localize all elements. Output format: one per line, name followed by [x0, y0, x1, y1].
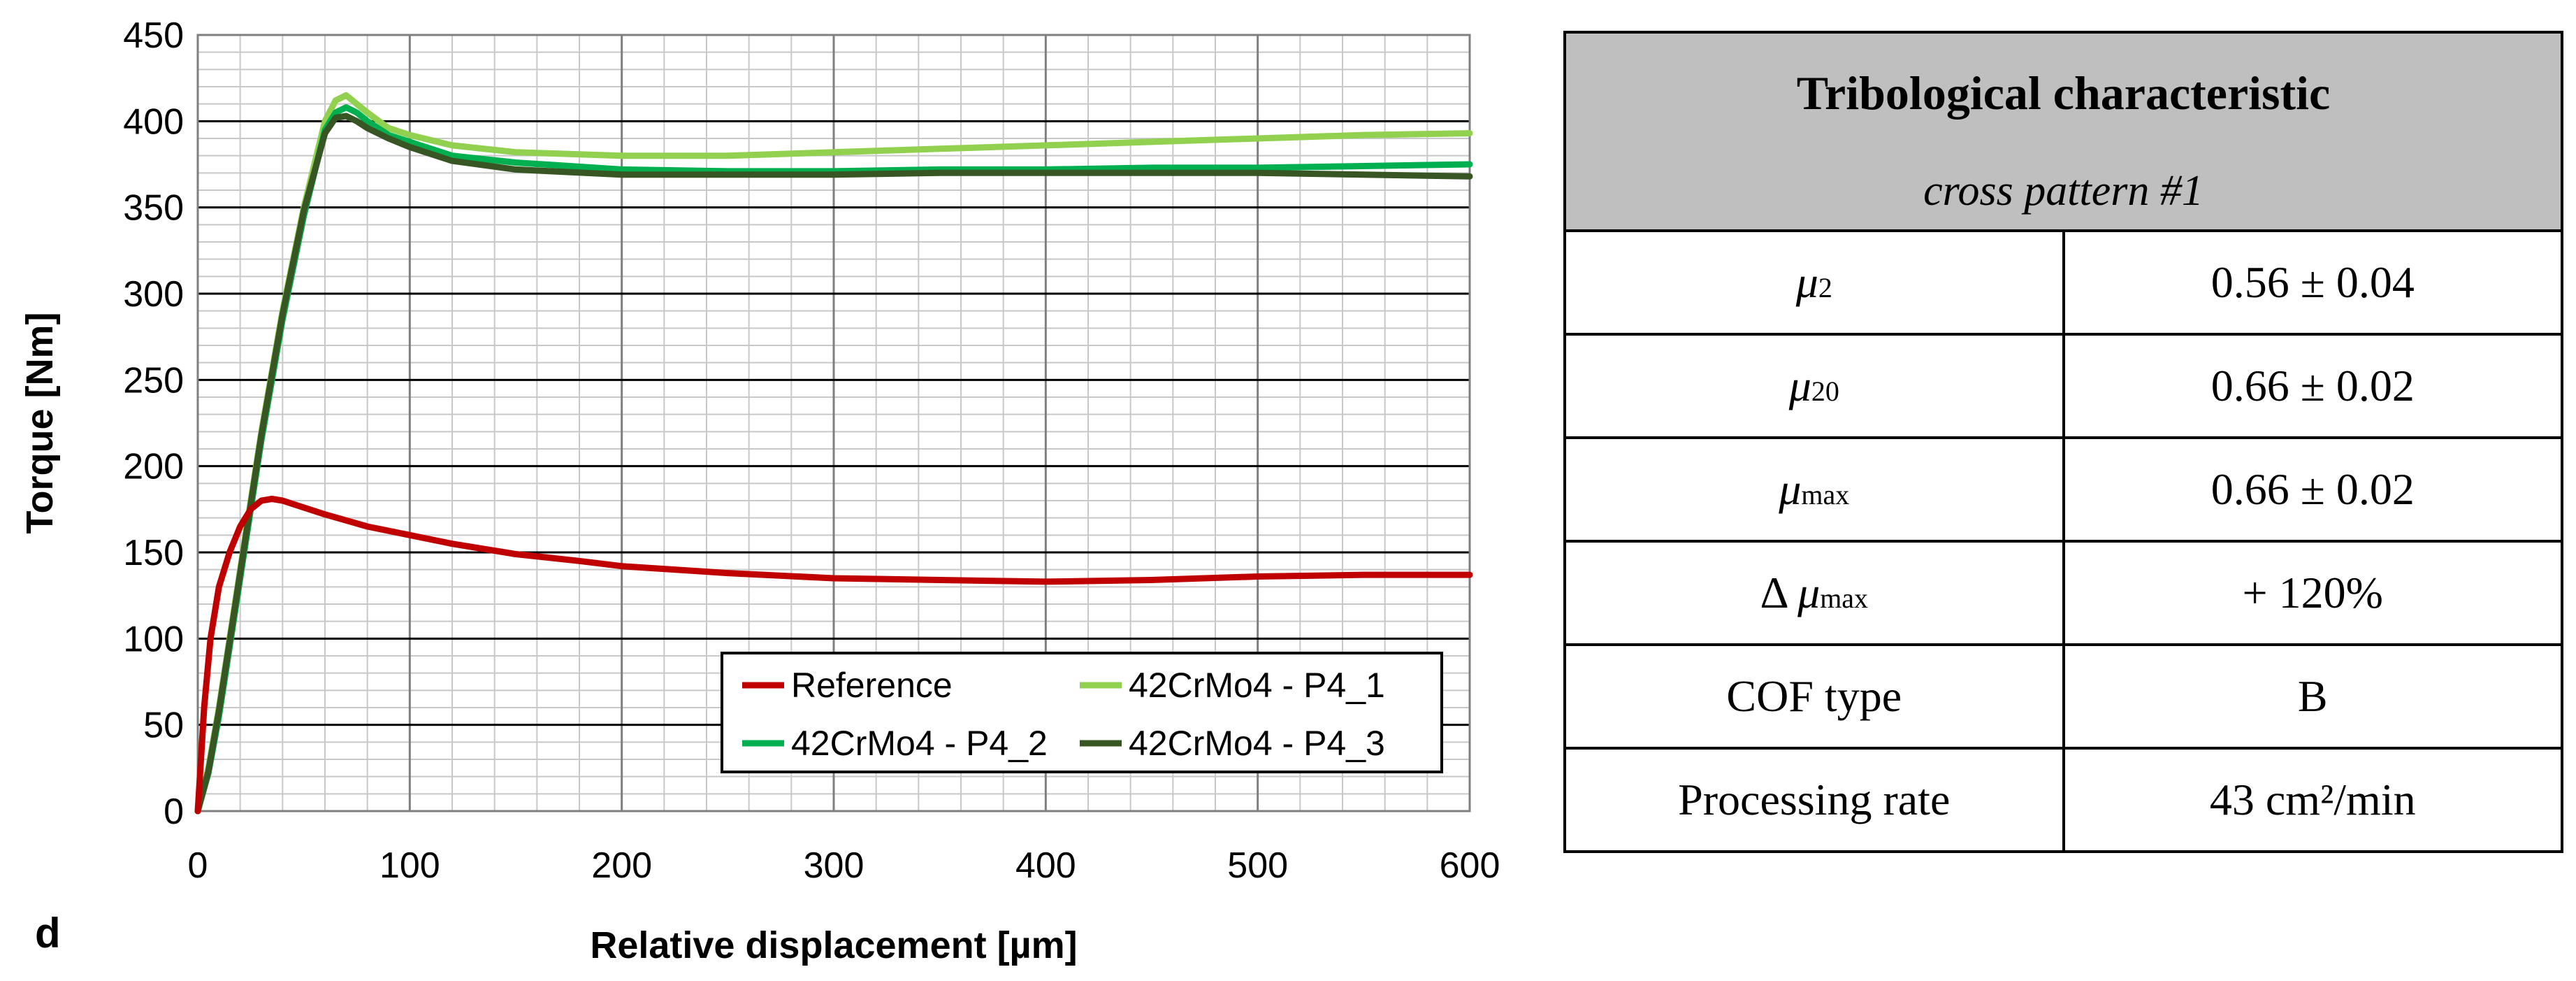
- legend-label-p4-3: 42CrMo4 - P4_3: [1129, 724, 1385, 763]
- table-row: μmax 0.66 ± 0.02: [1563, 436, 2563, 543]
- table-row: Processing rate 43 cm²/min: [1563, 747, 2563, 853]
- x-tick-label: 100: [379, 845, 440, 886]
- table-header: Tribological characteristic cross patter…: [1563, 31, 2563, 232]
- x-tick-label: 400: [1015, 845, 1076, 886]
- x-tick-label: 600: [1440, 845, 1500, 886]
- y-tick-label: 450: [123, 15, 184, 56]
- y-tick-label: 400: [123, 101, 184, 142]
- y-tick-label: 50: [143, 706, 184, 746]
- series-layer: [194, 92, 1473, 815]
- series-line-reference: [194, 496, 1473, 815]
- row-value-mu20: 0.66 ± 0.02: [2062, 333, 2563, 439]
- legend-label-p4-2: 42CrMo4 - P4_2: [791, 724, 1048, 763]
- series-line-42crmo4-p4-3: [194, 113, 1473, 815]
- legend-label-reference: Reference: [791, 666, 953, 705]
- y-tick-label: 350: [123, 188, 184, 229]
- y-axis-label: Torque [Nm]: [19, 313, 61, 534]
- legend-label-p4-1: 42CrMo4 - P4_1: [1129, 666, 1385, 705]
- x-tick-label: 200: [591, 845, 652, 886]
- plot-area-border: [196, 34, 1471, 812]
- row-value-processing-rate: 43 cm²/min: [2062, 747, 2563, 853]
- x-tick-label: 300: [804, 845, 864, 886]
- tribological-table: Tribological characteristic cross patter…: [1563, 31, 2563, 853]
- legend: Reference 42CrMo4 - P4_1 42CrMo4 - P4_2 …: [721, 652, 1443, 773]
- table-row: COF type B: [1563, 643, 2563, 750]
- row-label-mumax: μmax: [1563, 436, 2065, 543]
- legend-box: [721, 652, 1443, 773]
- row-value-delta-mumax: + 120%: [2062, 540, 2563, 646]
- y-tick-label: 100: [123, 619, 184, 659]
- table-row: μ20 0.66 ± 0.02: [1563, 333, 2563, 439]
- panel-label: d: [35, 910, 61, 957]
- row-label-mu20: μ20: [1563, 333, 2065, 439]
- y-tick-label: 200: [123, 447, 184, 487]
- x-axis-label: Relative displacement [µm]: [590, 924, 1077, 966]
- table-row: μ2 0.56 ± 0.04: [1563, 229, 2563, 336]
- x-tick-label: 0: [188, 845, 208, 886]
- tick-labels: 0 100 200 300 400 500 600 0 50 100 150 200 250 300 350…: [123, 15, 1500, 886]
- y-tick-label: 150: [123, 533, 184, 573]
- row-label-cof-type: COF type: [1563, 643, 2065, 750]
- table-title: Tribological characteristic: [1796, 66, 2331, 120]
- row-label-mu2: μ2: [1563, 229, 2065, 336]
- row-label-delta-mumax: Δ μmax: [1563, 540, 2065, 646]
- y-tick-label: 0: [164, 792, 184, 832]
- table-subtitle: cross pattern #1: [1923, 166, 2204, 215]
- row-value-mumax: 0.66 ± 0.02: [2062, 436, 2563, 543]
- x-tick-label: 500: [1227, 845, 1288, 886]
- row-label-processing-rate: Processing rate: [1563, 747, 2065, 853]
- y-tick-label: 250: [123, 360, 184, 401]
- table-row: Δ μmax + 120%: [1563, 540, 2563, 646]
- row-value-cof-type: B: [2062, 643, 2563, 750]
- y-tick-label: 300: [123, 274, 184, 315]
- row-value-mu2: 0.56 ± 0.04: [2062, 229, 2563, 336]
